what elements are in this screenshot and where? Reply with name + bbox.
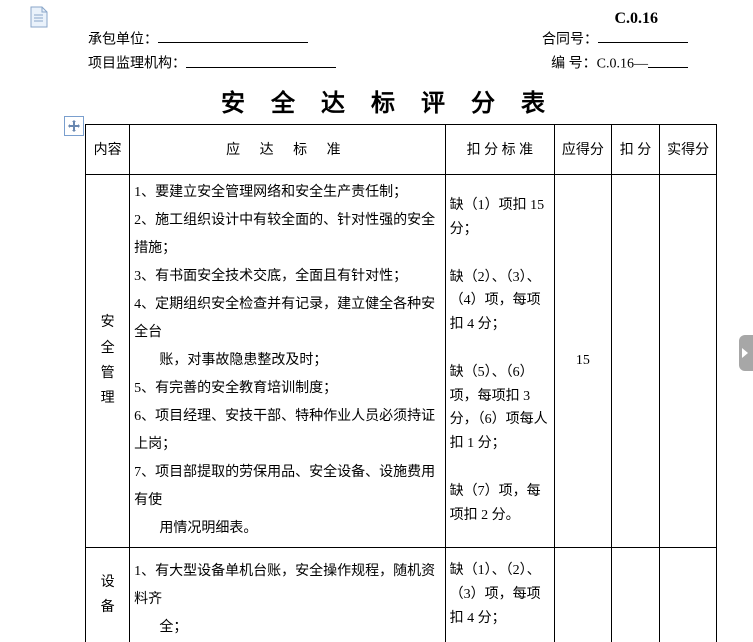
actual-score-cell bbox=[660, 174, 717, 547]
criteria-line: 4、定期组织安全检查并有记录，建立健全各种安全台 bbox=[134, 291, 441, 347]
criteria-cell: 1、有大型设备单机台账，安全操作规程，随机资料齐 全； bbox=[130, 547, 446, 642]
max-score-cell: 15 bbox=[555, 174, 612, 547]
serial-label: 编 号： bbox=[551, 57, 597, 72]
contract-no-label: 合同号： bbox=[542, 32, 598, 47]
max-score-cell bbox=[555, 547, 612, 642]
contract-no-blank bbox=[598, 28, 688, 43]
col-content: 内容 bbox=[86, 124, 130, 174]
contractor-label: 承包单位： bbox=[88, 32, 158, 47]
deduct-score-cell bbox=[611, 174, 659, 547]
page-title: 安 全 达 标 评 分 表 bbox=[88, 83, 688, 118]
supervisor-line: 项目监理机构： bbox=[88, 52, 336, 72]
category-char: 全 bbox=[101, 341, 115, 356]
criteria-cell: 1、要建立安全管理网络和安全生产责任制； 2、施工组织设计中有较全面的、针对性强… bbox=[130, 174, 446, 547]
supervisor-label: 项目监理机构： bbox=[88, 57, 186, 72]
criteria-line: 3、有书面安全技术交底，全面且有针对性； bbox=[134, 263, 441, 291]
deduction-cell: 缺（1）、（2）、（3）项，每项扣 4 分； bbox=[445, 547, 554, 642]
category-char: 安 bbox=[101, 315, 115, 330]
serial-line: 编 号：C.0.16— bbox=[551, 52, 688, 72]
col-deduct-score: 扣 分 bbox=[611, 124, 659, 174]
supervisor-blank bbox=[186, 52, 336, 67]
criteria-line: 1、要建立安全管理网络和安全生产责任制； bbox=[134, 179, 441, 207]
contractor-blank bbox=[158, 28, 308, 43]
contractor-line: 承包单位： bbox=[88, 28, 308, 48]
document-page: 承包单位： 合同号： 项目监理机构： 编 号：C.0.16— 安 全 达 标 评… bbox=[88, 28, 688, 642]
serial-blank bbox=[648, 52, 688, 67]
table-header-row: 内容 应 达 标 准 扣 分 标 准 应得分 扣 分 实得分 bbox=[86, 124, 717, 174]
criteria-line: 6、项目经理、安技干部、特种作业人员必须持证上岗； bbox=[134, 403, 441, 459]
category-char: 备 bbox=[101, 600, 115, 615]
col-deduction: 扣 分 标 准 bbox=[445, 124, 554, 174]
table-row: 设 备 1、有大型设备单机台账，安全操作规程，随机资料齐 全； 缺（1）、（2）… bbox=[86, 547, 717, 642]
deduction-cell: 缺（1）项扣 15 分； 缺（2）、（3）、（4）项，每项扣 4 分； 缺（5）… bbox=[445, 174, 554, 547]
criteria-line: 2、施工组织设计中有较全面的、针对性强的安全措施； bbox=[134, 207, 441, 263]
category-char: 设 bbox=[101, 575, 115, 590]
col-criteria: 应 达 标 准 bbox=[130, 124, 446, 174]
criteria-line: 7、项目部提取的劳保用品、安全设备、设施费用有使 bbox=[134, 459, 441, 515]
criteria-line: 用情况明细表。 bbox=[134, 515, 441, 543]
criteria-line: 全； bbox=[134, 614, 441, 642]
table-move-handle-icon[interactable] bbox=[64, 116, 84, 136]
criteria-line: 账，对事故隐患整改及时； bbox=[134, 347, 441, 375]
header-block: 承包单位： 合同号： 项目监理机构： 编 号：C.0.16— bbox=[88, 28, 688, 73]
col-actual-score: 实得分 bbox=[660, 124, 717, 174]
serial-value: C.0.16— bbox=[597, 57, 648, 72]
category-char: 管 bbox=[101, 366, 115, 381]
contract-no-line: 合同号： bbox=[542, 28, 688, 48]
actual-score-cell bbox=[660, 547, 717, 642]
col-max-score: 应得分 bbox=[555, 124, 612, 174]
deduct-score-cell bbox=[611, 547, 659, 642]
doc-icon bbox=[30, 6, 48, 28]
score-table: 内容 应 达 标 准 扣 分 标 准 应得分 扣 分 实得分 安 全 管 理 1… bbox=[85, 124, 717, 642]
category-char: 理 bbox=[101, 391, 115, 406]
category-cell: 设 备 bbox=[86, 547, 130, 642]
side-panel-toggle[interactable] bbox=[739, 335, 753, 371]
criteria-line: 5、有完善的安全教育培训制度； bbox=[134, 375, 441, 403]
form-code: C.0.16 bbox=[614, 10, 658, 28]
category-cell: 安 全 管 理 bbox=[86, 174, 130, 547]
criteria-line: 1、有大型设备单机台账，安全操作规程，随机资料齐 bbox=[134, 558, 441, 614]
table-row: 安 全 管 理 1、要建立安全管理网络和安全生产责任制； 2、施工组织设计中有较… bbox=[86, 174, 717, 547]
